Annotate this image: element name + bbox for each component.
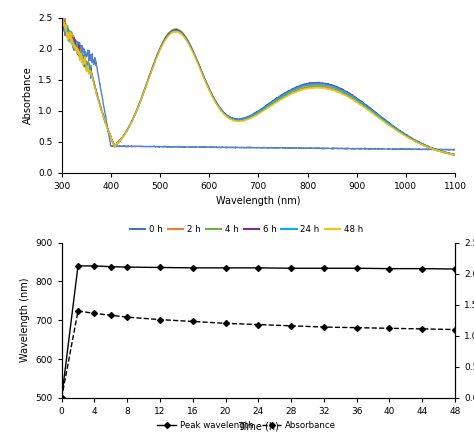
X-axis label: Wavelength (nm): Wavelength (nm) <box>216 196 301 206</box>
Y-axis label: Wavelength (nm): Wavelength (nm) <box>20 278 30 362</box>
Legend: 0 h, 2 h, 4 h, 6 h, 24 h, 48 h: 0 h, 2 h, 4 h, 6 h, 24 h, 48 h <box>127 222 366 238</box>
Legend: Peak wavelength, Absorbance: Peak wavelength, Absorbance <box>154 417 339 433</box>
X-axis label: Time (h): Time (h) <box>238 421 279 431</box>
Y-axis label: Absorbance: Absorbance <box>23 66 33 124</box>
